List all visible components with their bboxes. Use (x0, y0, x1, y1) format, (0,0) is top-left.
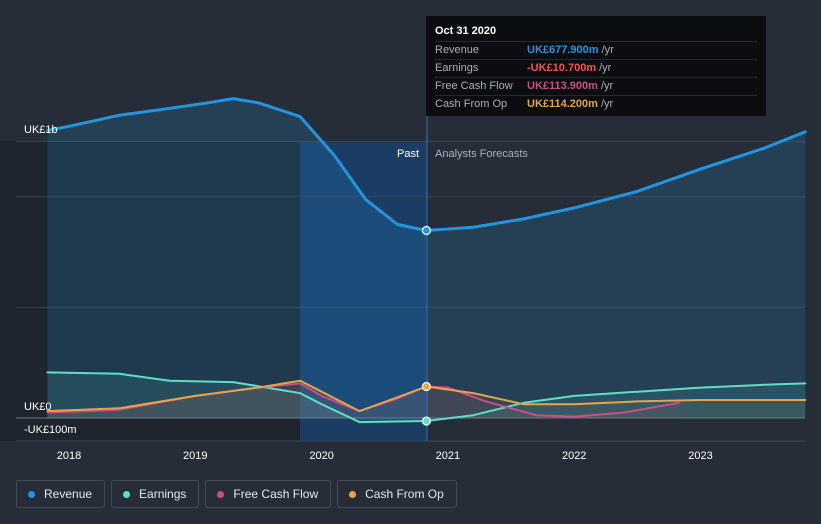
y-tick-label-bottom: -UK£100m (24, 424, 77, 436)
x-axis-ticks: 2018 2019 2020 2021 2022 2023 (57, 450, 713, 462)
cash-from-op-area (47, 380, 806, 418)
revenue-marker (421, 225, 432, 236)
tooltip-row-cash-from-op: Cash From Op UK£114.200m /yr (435, 95, 757, 113)
tooltip: Oct 31 2020 Revenue UK£677.900m /yr Earn… (426, 16, 766, 116)
grid-lines (16, 141, 805, 442)
x-tick-label: 2022 (562, 450, 586, 462)
tooltip-row-earnings: Earnings -UK£10.700m /yr (435, 59, 757, 77)
legend-item-revenue[interactable]: Revenue (16, 480, 106, 508)
series-areas (47, 98, 806, 423)
legend-item-cash-from-op[interactable]: Cash From Op (337, 480, 457, 508)
past-label: Past (397, 148, 419, 160)
tooltip-value: UK£677.900m (527, 44, 599, 56)
legend: Revenue Earnings Free Cash Flow Cash Fro… (16, 480, 463, 508)
legend-label: Earnings (139, 487, 187, 501)
y-tick-label-top: UK£1b (24, 124, 58, 136)
legend-dot-icon (349, 490, 357, 498)
chart-area: Past Analysts Forecasts UK£1b UK£0 -UK£1… (0, 97, 807, 462)
tooltip-unit: /yr (600, 80, 614, 92)
tooltip-label: Earnings (435, 62, 479, 74)
tooltip-row-revenue: Revenue UK£677.900m /yr (435, 41, 757, 59)
past-shade (0, 141, 300, 441)
free-cash-flow-area (47, 383, 679, 418)
x-tick-label: 2023 (688, 450, 712, 462)
legend-dot-icon (28, 490, 35, 498)
legend-dot-icon (217, 490, 225, 498)
legend-label: Free Cash Flow (233, 487, 319, 501)
tooltip-date: Oct 31 2020 (435, 25, 497, 37)
tooltip-unit: /yr (599, 62, 612, 74)
tooltip-label: Free Cash Flow (435, 80, 513, 92)
cash-from-op-line (46, 379, 807, 413)
earnings-marker (421, 416, 432, 426)
tooltip-unit: /yr (601, 44, 614, 56)
revenue-line (46, 97, 807, 232)
tooltip-value: -UK£10.700m (527, 62, 597, 74)
legend-label: Revenue (44, 487, 93, 501)
x-tick-label: 2020 (309, 450, 333, 462)
tooltip-row-free-cash-flow: Free Cash Flow UK£113.900m /yr (435, 77, 757, 95)
x-tick-label: 2018 (57, 450, 81, 462)
legend-label: Cash From Op (365, 487, 444, 501)
tooltip-value: UK£113.900m (527, 80, 598, 92)
cursor-markers (421, 225, 432, 426)
earnings-area (47, 372, 806, 423)
forecast-label: Analysts Forecasts (435, 148, 528, 160)
revenue-area (47, 98, 806, 418)
x-tick-label: 2019 (183, 450, 207, 462)
legend-item-free-cash-flow[interactable]: Free Cash Flow (205, 480, 332, 508)
legend-item-earnings[interactable]: Earnings (111, 480, 200, 508)
cash-from-op-marker (421, 381, 432, 392)
tooltip-label: Cash From Op (435, 98, 508, 110)
tooltip-unit: /yr (600, 98, 614, 110)
legend-dot-icon (123, 490, 131, 498)
tooltip-label: Revenue (435, 44, 480, 56)
x-tick-label: 2021 (436, 450, 460, 462)
y-tick-label-zero: UK£0 (24, 401, 52, 413)
tooltip-value: UK£114.200m (527, 98, 598, 110)
